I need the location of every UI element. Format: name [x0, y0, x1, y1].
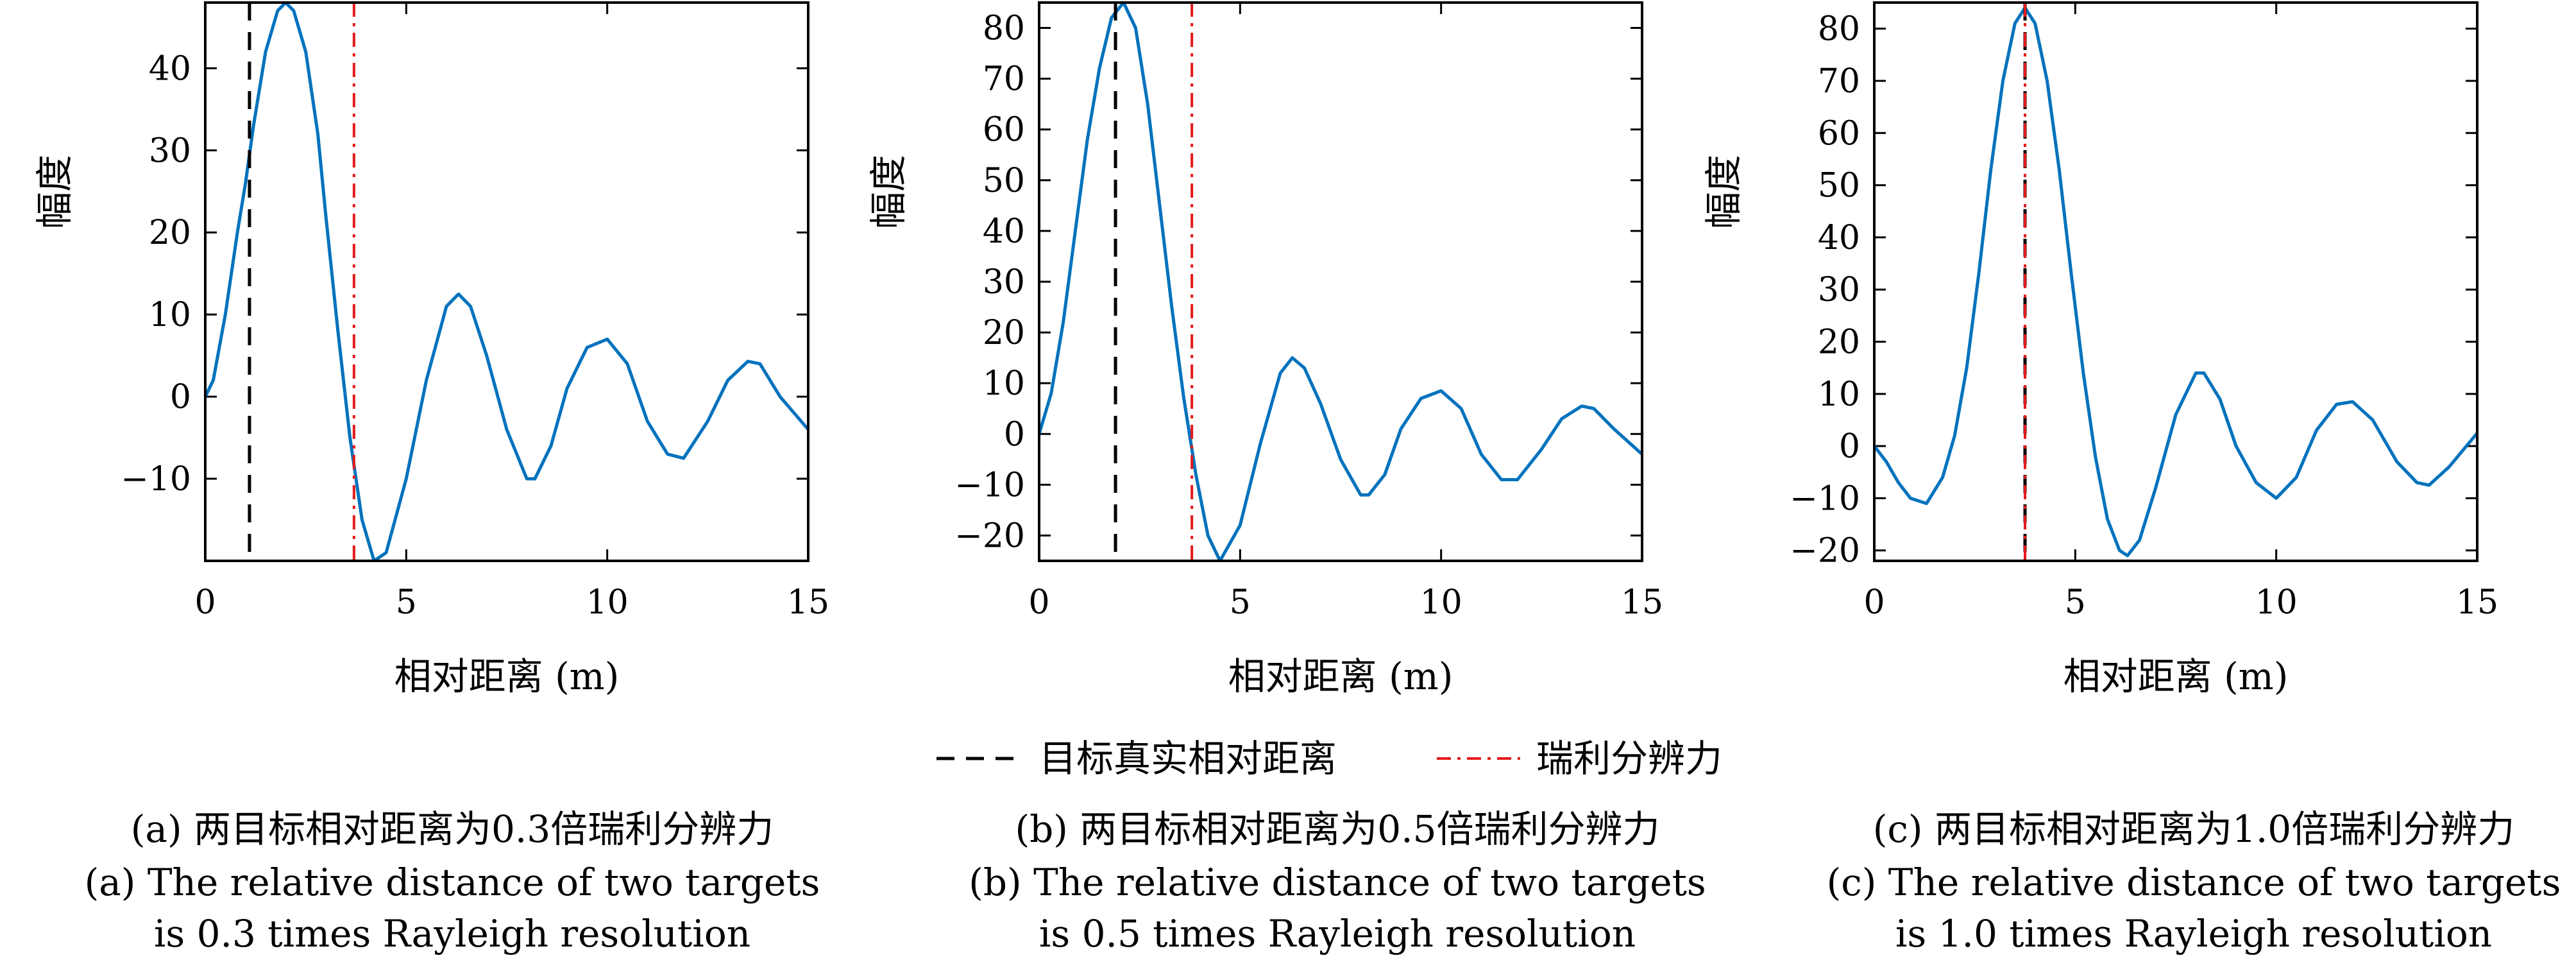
x-tick-label-b-1: 5	[1230, 583, 1251, 622]
y-tick-label-a-2: 10	[149, 296, 191, 334]
subplot-a: 0 5 10 15 −10 0 10 20 30 40 相对距离 (m) 幅度	[33, 1, 829, 698]
subplot-c: 0 5 10 15 −20 −10 0 10 20 30 40 50 60 70 80 相对距离 (m) 幅度	[1702, 1, 2498, 698]
legend: 目标真实相对距离 瑞利分辨力	[936, 737, 1722, 780]
y-tick-label-b-1: −10	[954, 466, 1025, 504]
y-tick-label-b-0: −20	[954, 517, 1025, 555]
y-tick-label-b-9: 70	[983, 60, 1025, 99]
caption-c-cn: (c) 两目标相对距离为1.0倍瑞利分辨力	[1873, 807, 2514, 851]
caption-c-en-1: (c) The relative distance of two targets	[1827, 861, 2561, 904]
caption-c-en-2: is 1.0 times Rayleigh resolution	[1895, 912, 2492, 956]
legend-rayleigh-label: 瑞利分辨力	[1536, 737, 1722, 780]
y-axis-label-c: 幅度	[1702, 155, 1745, 229]
legend-target-label: 目标真实相对距离	[1039, 737, 1337, 780]
x-axis-label-c: 相对距离 (m)	[2063, 655, 2289, 698]
y-tick-label-c-8: 60	[1818, 114, 1860, 153]
caption-b-cn: (b) 两目标相对距离为0.5倍瑞利分辨力	[1015, 807, 1659, 851]
caption-a-en-1: (a) The relative distance of two targets	[85, 861, 820, 904]
series-line-b-0	[1039, 3, 1642, 561]
y-tick-label-b-6: 40	[983, 212, 1025, 251]
series-line-a-0	[205, 3, 808, 561]
y-tick-label-c-7: 50	[1818, 167, 1860, 205]
y-tick-label-c-6: 40	[1818, 219, 1860, 257]
y-tick-label-b-4: 20	[983, 314, 1025, 352]
y-tick-label-c-4: 20	[1818, 323, 1860, 362]
y-tick-label-c-5: 30	[1818, 271, 1860, 309]
plot-frame-b	[1038, 1, 1643, 562]
plot-frame-c	[1873, 1, 2479, 562]
captions: (a) 两目标相对距离为0.3倍瑞利分辨力 (a) The relative d…	[85, 807, 2561, 956]
y-tick-label-c-3: 10	[1818, 375, 1860, 414]
subplots: 0 5 10 15 −10 0 10 20 30 40 相对距离 (m) 幅度 0 5 10 15 −20 −10…	[33, 1, 2498, 698]
x-tick-label-c-0: 0	[1863, 583, 1885, 622]
y-tick-label-b-5: 30	[983, 263, 1025, 302]
x-tick-label-b-3: 15	[1621, 583, 1663, 622]
caption-a-cn: (a) 两目标相对距离为0.3倍瑞利分辨力	[131, 807, 774, 851]
series-line-c-0	[1874, 6, 2477, 558]
caption-b-en-1: (b) The relative distance of two targets	[969, 861, 1706, 904]
x-tick-label-a-0: 0	[194, 583, 216, 622]
x-axis-label-a: 相对距离 (m)	[394, 655, 620, 698]
y-tick-label-b-8: 60	[983, 111, 1025, 150]
y-tick-label-c-10: 80	[1818, 10, 1860, 49]
subplot-b: 0 5 10 15 −20 −10 0 10 20 30 40 50 60 70 80 相对距离 (m) 幅度	[867, 1, 1663, 698]
x-tick-label-c-1: 5	[2065, 583, 2086, 622]
x-tick-label-a-1: 5	[396, 583, 417, 622]
y-tick-label-a-1: 0	[170, 378, 191, 416]
y-tick-label-a-3: 20	[149, 214, 191, 252]
y-tick-label-b-2: 0	[1004, 415, 1025, 454]
y-tick-label-c-9: 70	[1818, 62, 1860, 101]
x-axis-label-b: 相对距离 (m)	[1228, 655, 1453, 698]
y-tick-label-c-2: 0	[1839, 427, 1860, 466]
y-tick-label-b-10: 80	[983, 10, 1025, 48]
plot-frame-a	[204, 1, 809, 562]
y-tick-label-c-1: −10	[1790, 479, 1860, 518]
y-axis-label-b: 幅度	[867, 155, 910, 229]
y-tick-label-a-5: 40	[149, 49, 191, 88]
caption-a-en-2: is 0.3 times Rayleigh resolution	[154, 912, 750, 956]
x-tick-label-a-2: 10	[586, 583, 629, 622]
y-tick-label-a-4: 30	[149, 132, 191, 170]
x-tick-label-b-0: 0	[1028, 583, 1049, 622]
y-tick-label-b-7: 50	[983, 162, 1025, 200]
caption-b-en-2: is 0.5 times Rayleigh resolution	[1039, 912, 1636, 956]
x-tick-label-a-3: 15	[787, 583, 829, 622]
y-tick-label-a-0: −10	[121, 460, 191, 499]
x-tick-label-c-3: 15	[2456, 583, 2498, 622]
y-tick-label-c-0: −20	[1790, 532, 1860, 570]
x-tick-label-b-2: 10	[1420, 583, 1462, 622]
y-axis-label-a: 幅度	[33, 155, 76, 229]
x-tick-label-c-2: 10	[2255, 583, 2298, 622]
y-tick-label-b-3: 10	[983, 364, 1025, 403]
